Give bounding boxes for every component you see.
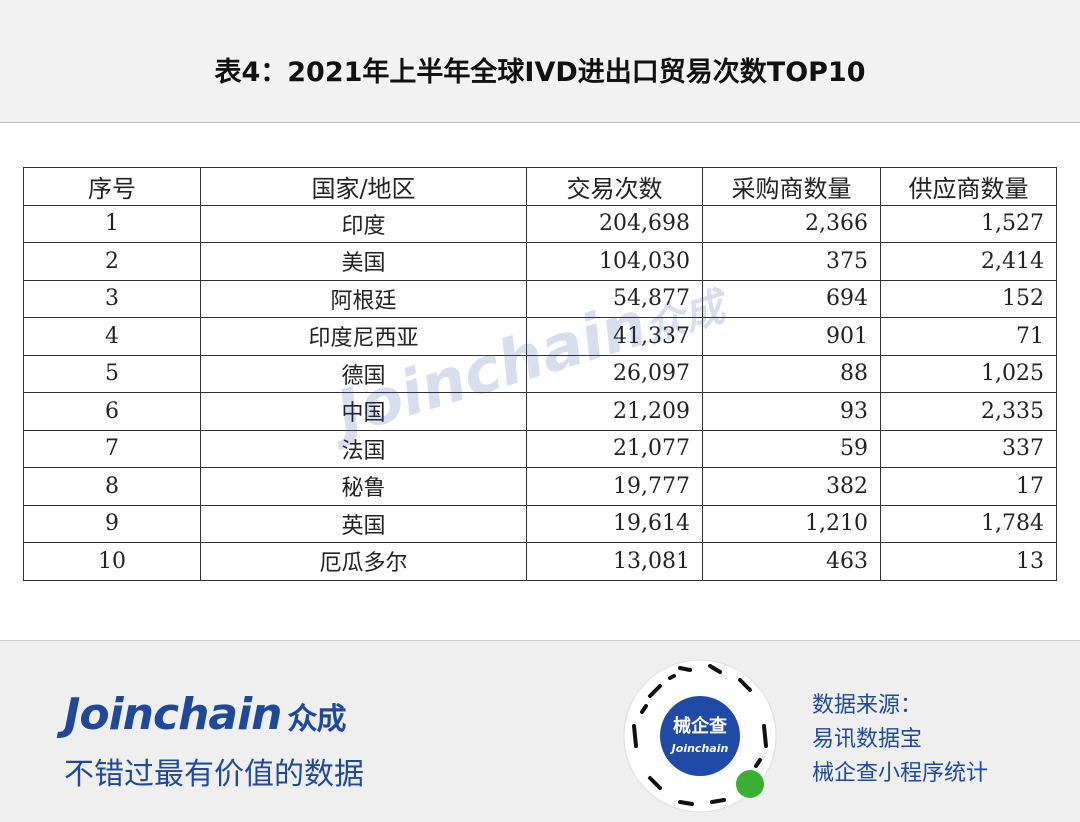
table-row: 1 印度 204,698 2,366 1,527 (23, 204, 1057, 243)
qr-center (660, 696, 740, 776)
table-cell: 厄瓜多尔 (200, 542, 527, 581)
table-cell: 1,210 (702, 504, 881, 543)
table-cell: 1 (23, 204, 201, 243)
table-cell: 13 (880, 542, 1057, 581)
brand-text: Joinchain (64, 689, 283, 740)
table-row: 2 美国 104,030 375 2,414 (23, 242, 1057, 281)
header-row: 序号 国家/地区 交易次数 采购商数量 供应商数量 (23, 167, 1057, 206)
table-cell: 19,614 (526, 504, 703, 543)
table-cell: 印度尼西亚 (200, 317, 527, 356)
table-cell: 8 (23, 467, 201, 506)
table-cell: 德国 (200, 354, 527, 393)
table-cell: 法国 (200, 429, 527, 468)
column-header: 国家/地区 (200, 167, 527, 206)
table-cell: 21,209 (526, 392, 703, 431)
table-cell: 54,877 (526, 279, 703, 318)
table-row: 7 法国 21,077 59 337 (23, 429, 1057, 468)
table-cell: 2,335 (880, 392, 1057, 431)
table-cell: 694 (702, 279, 881, 318)
title: 表4：2021年上半年全球IVD进出口贸易次数TOP10 (214, 57, 866, 88)
table-row: 3 阿根廷 54,877 694 152 (23, 279, 1057, 318)
table-cell: 59 (702, 429, 881, 468)
table-cell: 6 (23, 392, 201, 431)
source-line: 易讯数据宝 (812, 727, 923, 752)
table-row: 6 中国 21,209 93 2,335 (23, 392, 1057, 431)
column-header: 采购商数量 (702, 167, 881, 206)
table-cell: 2 (23, 242, 201, 281)
table-cell: 阿根廷 (200, 279, 527, 318)
table-row: 10 厄瓜多尔 13,081 463 13 (23, 542, 1057, 581)
table-cell: 71 (880, 317, 1057, 356)
table-cell: 美国 (200, 242, 527, 281)
table-row: 4 印度尼西亚 41,337 901 71 (23, 317, 1057, 356)
table-cell: 1,784 (880, 504, 1057, 543)
table-cell: 英国 (200, 504, 527, 543)
qr-title: 械企查 (673, 715, 727, 737)
table-cell: 382 (702, 467, 881, 506)
qr-code: 械企查 Joinchain (623, 659, 777, 813)
wechat-badge (736, 770, 764, 798)
table-cell: 中国 (200, 392, 527, 431)
column-header: 序号 (23, 167, 201, 206)
table-cell: 19,777 (526, 467, 703, 506)
table-body: 1 印度 204,698 2,366 1,527 2 美国 104,030 375 2,414 3 阿… (23, 204, 1057, 581)
table-cell: 1,025 (880, 354, 1057, 393)
table-cell: 13,081 (526, 542, 703, 581)
table-cell: 秘鲁 (200, 467, 527, 506)
table-cell: 5 (23, 354, 201, 393)
table-cell: 26,097 (526, 354, 703, 393)
source-line: 械企查小程序统计 (812, 761, 989, 786)
column-header: 供应商数量 (880, 167, 1057, 206)
table-cell: 93 (702, 392, 881, 431)
table-cell: 9 (23, 504, 201, 543)
source-notes: 数据来源： 易讯数据宝械企查小程序统计 (812, 689, 988, 791)
column-header: 交易次数 (526, 167, 703, 206)
table-cell: 337 (880, 429, 1057, 468)
header: 表4：2021年上半年全球IVD进出口贸易次数TOP10 (0, 0, 1080, 123)
data-table: 序号 国家/地区 交易次数 采购商数量 供应商数量 1 印度 204,698 2,366 1,5… (23, 167, 1057, 581)
table-cell: 104,030 (526, 242, 703, 281)
table-row: 5 德国 26,097 88 1,025 (23, 354, 1057, 393)
table-cell: 21,077 (526, 429, 703, 468)
source-line: 数据来源： (812, 693, 923, 718)
table-cell: 3 (23, 279, 201, 318)
table-cell: 2,366 (702, 204, 881, 243)
table-row: 9 英国 19,614 1,210 1,784 (23, 504, 1057, 543)
table-cell: 4 (23, 317, 201, 356)
footer: Joinchain 众成 不错过最有价值的数据 械企查 Joinchain 数据来… (0, 640, 1080, 822)
table-cell: 901 (702, 317, 881, 356)
qr-brand: Joinchain (670, 742, 729, 755)
table-cell: 463 (702, 542, 881, 581)
table-cell: 204,698 (526, 204, 703, 243)
table-cell: 88 (702, 354, 881, 393)
table-cell: 17 (880, 467, 1057, 506)
table-cell: 1,527 (880, 204, 1057, 243)
table-cell: 印度 (200, 204, 527, 243)
slogan: 不错过最有价值的数据 (64, 757, 364, 792)
table-cell: 7 (23, 429, 201, 468)
table-cell: 41,337 (526, 317, 703, 356)
table-cell: 2,414 (880, 242, 1057, 281)
table-cell: 10 (23, 542, 201, 581)
table-row: 8 秘鲁 19,777 382 17 (23, 467, 1057, 506)
brand-cn: 众成 (287, 702, 347, 737)
table-cell: 375 (702, 242, 881, 281)
qr-pattern (632, 664, 768, 806)
brand-logo: Joinchain 众成 (64, 689, 347, 740)
table-cell: 152 (880, 279, 1057, 318)
